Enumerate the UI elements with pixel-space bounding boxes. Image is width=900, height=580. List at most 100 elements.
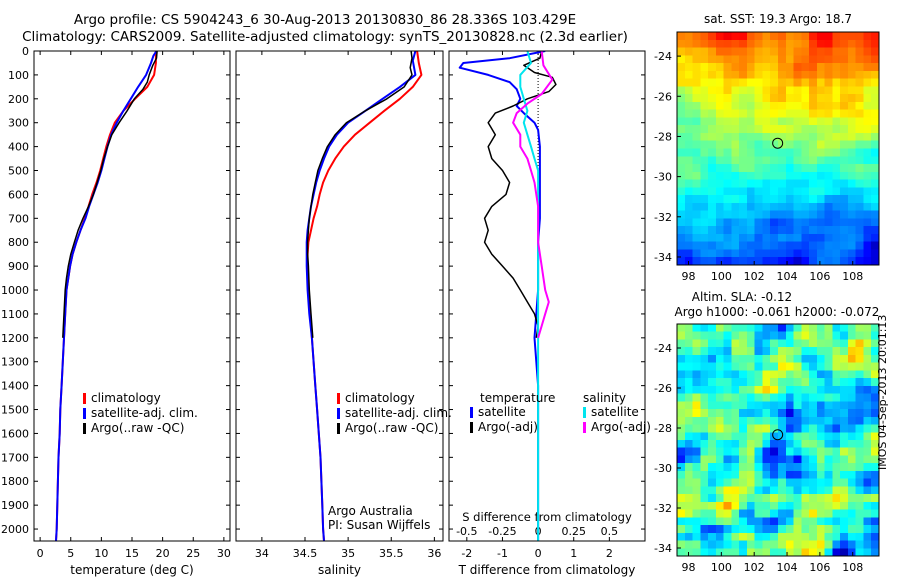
figure-title-line-1: Argo profile: CS 5904243_6 30-Aug-2013 2… — [73, 12, 577, 28]
depth-tick-label: 1000 — [1, 284, 29, 297]
legend-swatch — [337, 423, 340, 434]
map-frame — [676, 323, 880, 557]
secondary-axis-label: S difference from climatology — [462, 510, 632, 524]
map-x-tick-label: 104 — [777, 270, 798, 283]
map-title: sat. SST: 19.3 Argo: 18.7 — [704, 12, 852, 26]
map-x-tick-label: 100 — [711, 270, 732, 283]
depth-tick-label: 900 — [8, 260, 29, 273]
x-tick-label: -2 — [461, 547, 472, 560]
x-tick-label: 0 — [535, 547, 542, 560]
depth-tick-label: 1500 — [1, 404, 29, 417]
legend-entry: satellite-adj. clim. — [91, 406, 198, 420]
series-line-climatology — [55, 51, 157, 541]
sst-map-panel: 98 100 102 104 106 108 -24 -26 -28 -30 -32 -34 sat. … — [654, 12, 880, 283]
legend-swatch — [83, 408, 86, 419]
depth-tick-label: 1200 — [1, 332, 29, 345]
series-group — [305, 51, 423, 541]
x-tick-label: 2 — [606, 547, 613, 560]
profile-panel-2: 34 34.5 35 35.5 36 salinity climatologysatelli… — [235, 50, 452, 577]
map-y-tick-label: -30 — [654, 171, 672, 184]
sla-map-panel: 98 100 102 104 106 108 -24 -26 -28 -30 -32 -34 Altim… — [654, 290, 880, 574]
x-tick-label: 34.5 — [293, 547, 318, 560]
depth-tick-label: 400 — [8, 141, 29, 154]
series-group — [458, 51, 557, 541]
x-tick-label: 36 — [427, 547, 441, 560]
annotation-text: Argo Australia — [328, 504, 413, 518]
series-line-climatology — [306, 51, 423, 541]
x-axis-label: salinity — [318, 563, 361, 577]
series-line-satellite — [519, 51, 540, 541]
legend-group-title: salinity — [583, 391, 626, 405]
map-y-tick-label: -34 — [654, 251, 672, 264]
depth-tick-label: 1800 — [1, 475, 29, 488]
map-x-tick-label: 102 — [744, 270, 765, 283]
legend-swatch — [583, 407, 586, 418]
depth-tick-label: 1700 — [1, 451, 29, 464]
legend-entry: Argo(-adj) — [478, 420, 538, 434]
profile-panel-1: 0100200300400500600700800900100011001200… — [1, 45, 231, 577]
map-x-tick-label: 98 — [681, 561, 695, 574]
profile-panel-3: -2 -1 0 1 2 T difference from climatology -0.5… — [448, 50, 651, 577]
depth-tick-label: 2000 — [1, 523, 29, 536]
secondary-tick-label: 0.25 — [561, 525, 586, 538]
legend-entry: climatology — [91, 391, 161, 405]
map-raster — [677, 32, 880, 266]
depth-tick-label: 100 — [8, 69, 29, 82]
x-tick-label: 30 — [217, 547, 231, 560]
figure-title-line-2: Climatology: CARS2009. Satellite-adjuste… — [22, 29, 628, 45]
map-y-tick-label: -24 — [654, 50, 672, 63]
secondary-tick-label: -0.25 — [488, 525, 516, 538]
map-x-tick-label: 106 — [809, 270, 830, 283]
series-group — [55, 51, 158, 541]
x-tick-label: 20 — [156, 547, 170, 560]
series-line-satelliteadjclim — [305, 51, 417, 541]
x-tick-label: 35 — [341, 547, 355, 560]
panel-frame — [235, 50, 444, 542]
map-y-tick-label: -26 — [654, 90, 672, 103]
depth-tick-label: 1100 — [1, 308, 29, 321]
depth-tick-label: 600 — [8, 188, 29, 201]
depth-tick-label: 1900 — [1, 499, 29, 512]
depth-tick-label: 700 — [8, 212, 29, 225]
secondary-tick-label: 0.5 — [601, 525, 619, 538]
annotation-text: PI: Susan Wijffels — [328, 518, 430, 532]
x-tick-label: 0 — [37, 547, 44, 560]
x-tick-label: 10 — [94, 547, 108, 560]
x-axis-label: T difference from climatology — [458, 563, 636, 577]
map-x-tick-label: 108 — [842, 561, 863, 574]
depth-tick-label: 500 — [8, 165, 29, 178]
legend-entry: satellite — [591, 405, 639, 419]
map-x-tick-label: 108 — [842, 270, 863, 283]
map-y-tick-label: -30 — [654, 462, 672, 475]
legend-entry: satellite-adj. clim. — [345, 406, 452, 420]
map-y-tick-label: -26 — [654, 382, 672, 395]
x-tick-label: -1 — [497, 547, 508, 560]
x-tick-label: 25 — [186, 547, 200, 560]
depth-tick-label: 300 — [8, 117, 29, 130]
map-y-tick-label: -24 — [654, 342, 672, 355]
legend-entry: Argo(..raw -QC) — [345, 421, 438, 435]
panel-frame — [33, 50, 231, 542]
x-axis-label: temperature (deg C) — [70, 563, 193, 577]
map-frame — [676, 31, 880, 266]
legend-swatch — [470, 422, 473, 433]
depth-tick-label: 0 — [22, 45, 29, 58]
map-x-tick-label: 102 — [744, 561, 765, 574]
map-y-tick-label: -32 — [654, 502, 672, 515]
map-subtitle: Argo h1000: -0.061 h2000: -0.072 — [675, 305, 880, 319]
series-line-satelliteadjclim — [55, 51, 158, 541]
x-tick-label: 15 — [125, 547, 139, 560]
x-tick-label: 35.5 — [379, 547, 404, 560]
panel-frame — [448, 50, 646, 542]
map-x-tick-label: 106 — [809, 561, 830, 574]
map-raster — [677, 324, 880, 557]
argo-location-marker — [772, 137, 784, 149]
legend-swatch — [83, 393, 86, 404]
depth-tick-label: 1300 — [1, 356, 29, 369]
legend-swatch — [337, 408, 340, 419]
map-x-tick-label: 98 — [681, 270, 695, 283]
map-x-tick-label: 100 — [711, 561, 732, 574]
depth-tick-label: 1600 — [1, 427, 29, 440]
series-line-argoadj — [483, 51, 557, 338]
